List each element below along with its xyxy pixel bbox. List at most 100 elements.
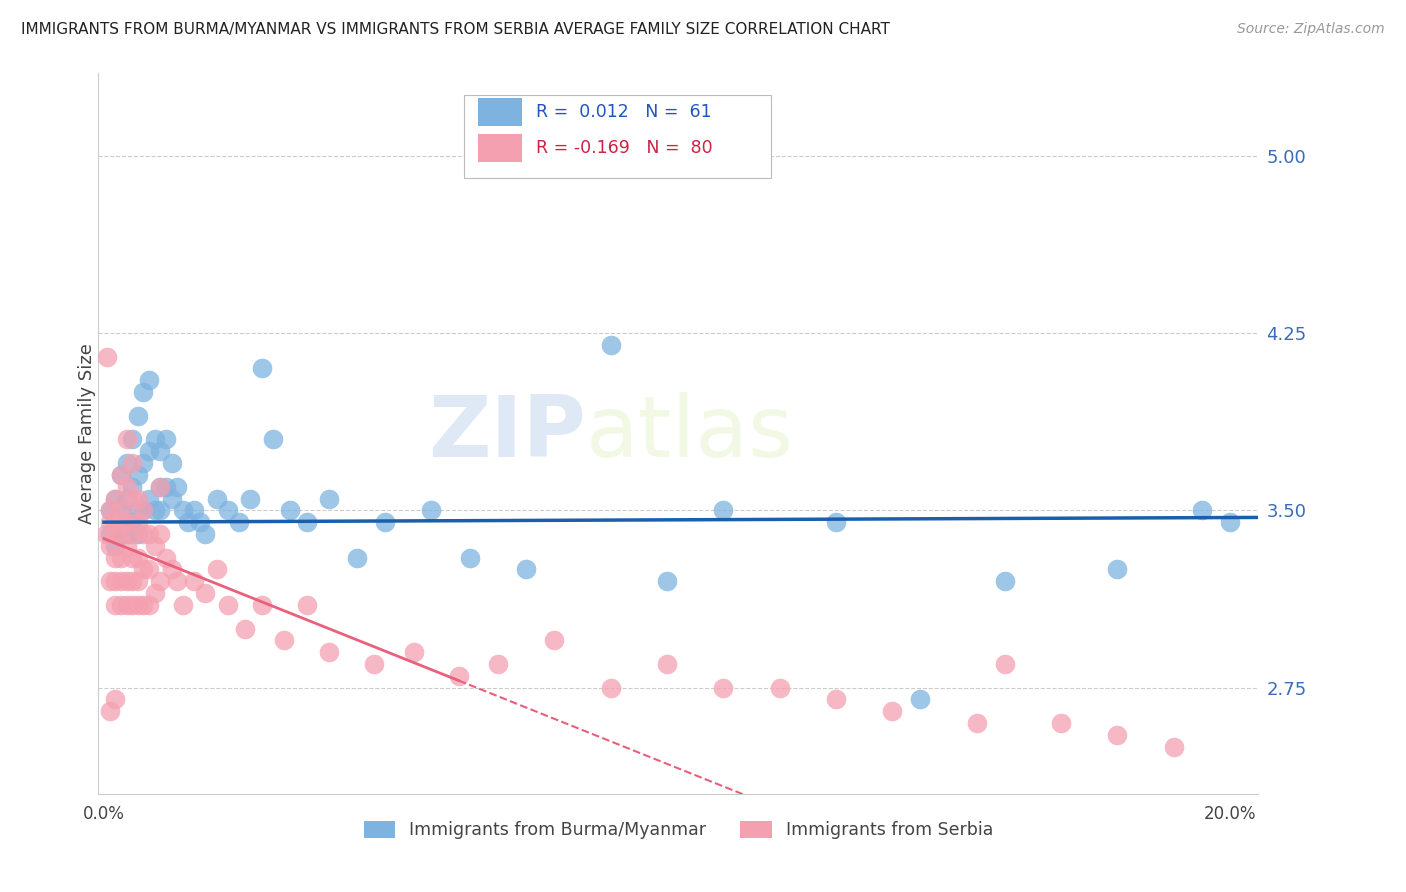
Text: Source: ZipAtlas.com: Source: ZipAtlas.com <box>1237 22 1385 37</box>
Point <box>115 456 138 470</box>
Point <box>205 562 228 576</box>
Point <box>655 574 678 589</box>
Point <box>104 550 127 565</box>
Point <box>115 574 138 589</box>
Point <box>121 598 143 612</box>
Point <box>94 527 117 541</box>
Text: R = -0.169   N =  80: R = -0.169 N = 80 <box>536 139 713 157</box>
Point <box>228 515 250 529</box>
Point <box>994 657 1017 671</box>
Point <box>295 598 318 612</box>
Point <box>115 527 138 541</box>
Point <box>104 491 127 506</box>
Point <box>160 491 183 506</box>
Point <box>155 480 177 494</box>
Point <box>994 574 1017 589</box>
Point <box>458 550 481 565</box>
Point <box>110 515 132 529</box>
Point <box>121 480 143 494</box>
Point <box>115 480 138 494</box>
Point <box>98 539 121 553</box>
Point <box>149 480 172 494</box>
Point <box>233 622 256 636</box>
Point <box>127 503 149 517</box>
Point <box>250 361 273 376</box>
Point <box>104 491 127 506</box>
Point <box>121 456 143 470</box>
Point <box>121 491 143 506</box>
Point <box>318 491 340 506</box>
Point <box>115 539 138 553</box>
Point <box>98 503 121 517</box>
Point <box>160 562 183 576</box>
Point <box>143 539 166 553</box>
Point <box>882 704 904 718</box>
Point <box>768 681 790 695</box>
Point <box>121 550 143 565</box>
Point <box>149 503 172 517</box>
Point <box>655 657 678 671</box>
Point <box>127 467 149 482</box>
Point <box>104 692 127 706</box>
Point <box>278 503 301 517</box>
Point <box>166 480 188 494</box>
Point <box>1163 739 1185 754</box>
Point <box>104 574 127 589</box>
Point <box>486 657 509 671</box>
Point <box>155 550 177 565</box>
Point <box>515 562 537 576</box>
Point <box>188 515 211 529</box>
Point <box>138 373 160 387</box>
Point <box>104 539 127 553</box>
Point <box>127 491 149 506</box>
Point <box>966 716 988 731</box>
Point <box>155 433 177 447</box>
Point <box>1191 503 1213 517</box>
Point <box>127 574 149 589</box>
Point <box>110 527 132 541</box>
Legend: Immigrants from Burma/Myanmar, Immigrants from Serbia: Immigrants from Burma/Myanmar, Immigrant… <box>364 821 993 839</box>
Point <box>127 515 149 529</box>
Point <box>194 527 217 541</box>
Point <box>262 433 284 447</box>
Point <box>143 433 166 447</box>
Point <box>121 574 143 589</box>
Point <box>250 598 273 612</box>
Point <box>110 598 132 612</box>
Text: IMMIGRANTS FROM BURMA/MYANMAR VS IMMIGRANTS FROM SERBIA AVERAGE FAMILY SIZE CORR: IMMIGRANTS FROM BURMA/MYANMAR VS IMMIGRA… <box>21 22 890 37</box>
Point <box>98 704 121 718</box>
Point <box>143 503 166 517</box>
Point <box>121 527 143 541</box>
Point <box>183 503 205 517</box>
Point <box>599 681 621 695</box>
Point <box>138 527 160 541</box>
Point <box>447 669 470 683</box>
Point <box>104 515 127 529</box>
Point <box>138 444 160 458</box>
Point <box>711 681 734 695</box>
Point <box>149 527 172 541</box>
Point <box>132 503 155 517</box>
Point <box>194 586 217 600</box>
Point <box>110 574 132 589</box>
Point <box>1050 716 1073 731</box>
Point <box>1219 515 1241 529</box>
Point <box>143 586 166 600</box>
Point <box>138 598 160 612</box>
Point <box>115 515 138 529</box>
Point <box>543 633 565 648</box>
Bar <box>478 98 522 126</box>
Point <box>104 527 127 541</box>
Point <box>824 515 846 529</box>
Point <box>149 480 172 494</box>
Point <box>98 574 121 589</box>
Point <box>273 633 295 648</box>
Point <box>160 456 183 470</box>
Point <box>374 515 396 529</box>
Bar <box>478 135 522 161</box>
Point <box>127 409 149 423</box>
Text: ZIP: ZIP <box>427 392 585 475</box>
Point <box>121 515 143 529</box>
Point <box>132 456 155 470</box>
Point <box>110 467 132 482</box>
